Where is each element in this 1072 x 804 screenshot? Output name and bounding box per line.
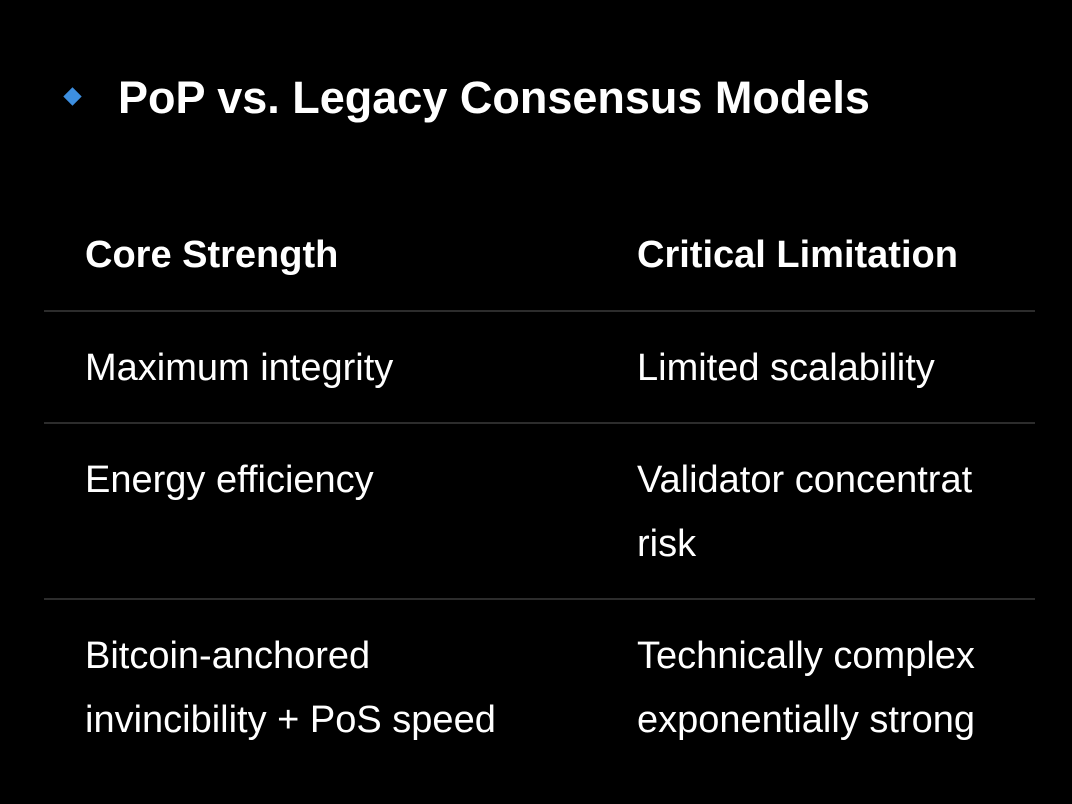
table-cell: Bitcoin-anchored invincibility + PoS spee… [85, 624, 625, 752]
table-cell: Energy efficiency [85, 448, 625, 512]
row-divider [44, 598, 1035, 600]
row-divider [44, 422, 1035, 424]
column-header: Core Strength [85, 234, 339, 276]
heading: PoP vs. Legacy Consensus Models [118, 72, 870, 123]
cell-text: Validator concentrat [637, 459, 973, 501]
table-cell: Limited scalability [637, 336, 1035, 400]
row-divider [44, 310, 1035, 312]
bullet-icon [63, 87, 82, 106]
cell-text: Energy efficiency [85, 459, 374, 501]
table-cell: Maximum integrity [85, 336, 625, 400]
table-cell: Validator concentrat risk [637, 448, 1035, 576]
cell-text: exponentially strong [637, 699, 975, 741]
cell-text: Bitcoin-anchored [85, 635, 371, 677]
cell-text: Limited scalability [637, 347, 935, 389]
cell-text: Technically complex [637, 635, 975, 677]
table-cell: Technically complex exponentially strong [637, 624, 1035, 752]
cell-text: Maximum integrity [85, 347, 394, 389]
cell-text: risk [637, 523, 697, 565]
cell-text: invincibility + PoS speed [85, 699, 496, 741]
column-header: Critical Limitation [637, 234, 958, 276]
